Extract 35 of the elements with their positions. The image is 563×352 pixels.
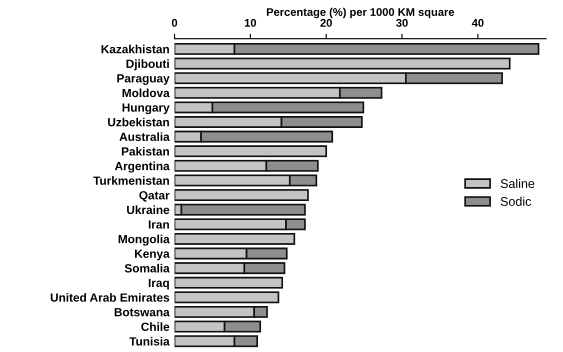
bar	[174, 145, 328, 158]
y-tick-label: Ukraine	[127, 205, 170, 214]
y-tick-label: Kenya	[135, 250, 170, 260]
x-tick-label: 0	[172, 18, 178, 27]
y-tick-label: Argentina	[114, 162, 170, 173]
y-tick-label: Paraguay	[117, 74, 170, 85]
y-tick-label: Somalia	[124, 264, 170, 273]
legend-label: Sodic	[500, 196, 532, 206]
y-tick-label: Iran	[148, 220, 169, 229]
y-tick-label: United Arab Emirates	[50, 293, 170, 302]
y-tick-label: Pakistan	[122, 146, 169, 156]
bar	[174, 291, 280, 304]
y-tick-label: Uzbekistan	[108, 118, 169, 126]
y-tick-label: Kazakhistan	[102, 44, 169, 54]
y-tick-label: Hungary	[122, 104, 170, 114]
x-tick-label: 10	[244, 18, 256, 27]
y-tick-label: Mongolia	[118, 234, 170, 246]
x-tick-label: 20	[320, 18, 332, 27]
bar	[174, 189, 309, 202]
bar	[174, 58, 511, 70]
y-tick-label: Chile	[141, 322, 170, 331]
x-axis-title: Percentage (%) per 1000 KM square	[266, 8, 454, 18]
legend-label: Saline	[500, 178, 534, 188]
y-tick-label: Australia	[119, 132, 170, 142]
x-tick-label: 40	[472, 18, 484, 27]
y-tick-label: Iraq	[148, 278, 169, 290]
y-tick-label: Djibouti	[126, 59, 169, 70]
bar	[174, 232, 296, 245]
y-tick-label: Moldova	[122, 88, 170, 98]
y-tick-label: Tunisia	[129, 336, 170, 346]
y-tick-label: Turkmenistan	[93, 176, 169, 185]
x-tick-label: 30	[396, 18, 408, 27]
bar	[174, 276, 284, 289]
y-tick-label: Qatar	[139, 191, 170, 202]
y-tick-label: Botswana	[114, 308, 170, 316]
